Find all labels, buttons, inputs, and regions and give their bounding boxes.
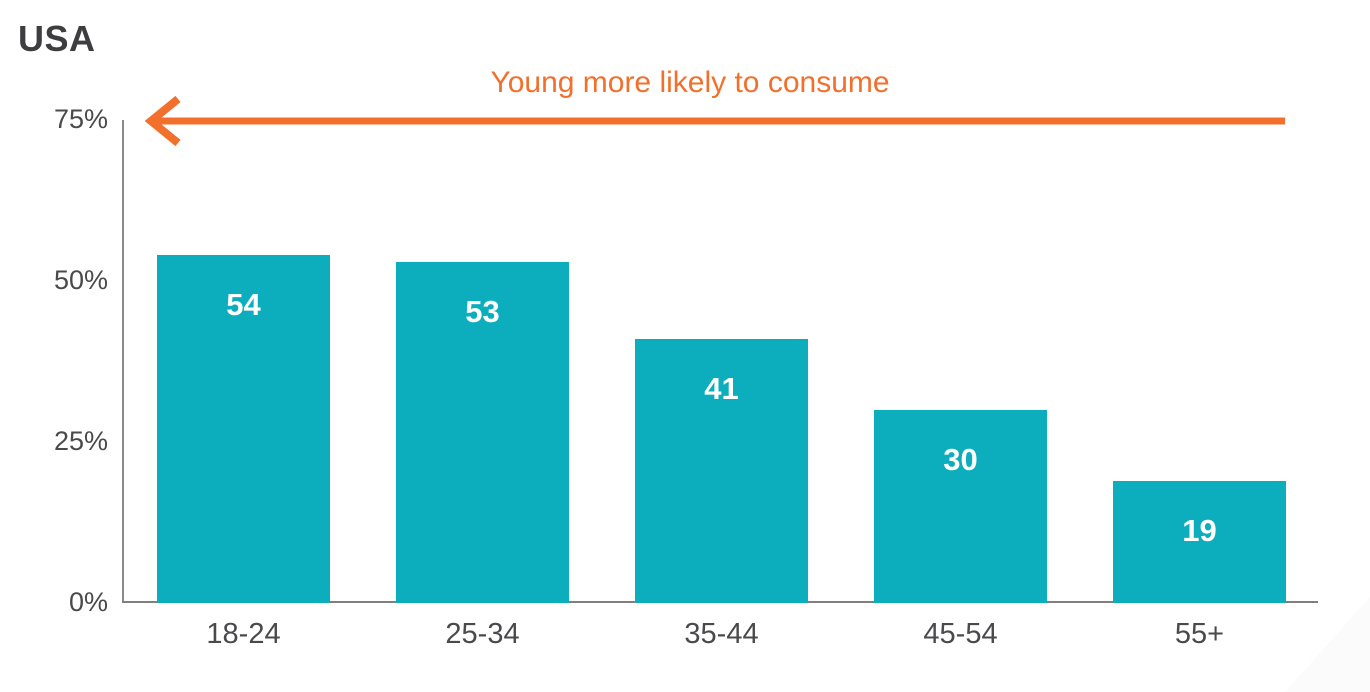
y-axis-tick-label: 25% bbox=[53, 426, 108, 456]
bar-value-label: 30 bbox=[943, 442, 978, 477]
bar-45-54: 30 bbox=[874, 410, 1047, 603]
bar-value-label: 54 bbox=[226, 287, 261, 322]
x-axis-label-18-24: 18-24 bbox=[206, 618, 281, 650]
annotation-label: Young more likely to consume bbox=[490, 66, 890, 99]
x-axis-label-35-44: 35-44 bbox=[684, 618, 759, 650]
x-axis-label-55+: 55+ bbox=[1174, 618, 1225, 650]
y-axis-line bbox=[122, 120, 124, 603]
bar-25-34: 53 bbox=[396, 262, 569, 603]
bar-35-44: 41 bbox=[635, 339, 808, 603]
bar-value-label: 41 bbox=[704, 371, 739, 406]
x-axis-label-45-54: 45-54 bbox=[923, 618, 998, 650]
left-arrow-icon bbox=[144, 95, 1285, 147]
y-axis-tick-label: 75% bbox=[53, 104, 108, 134]
bar-55+: 19 bbox=[1113, 481, 1286, 603]
y-axis-tick-label: 0% bbox=[68, 587, 108, 617]
bar-18-24: 54 bbox=[157, 255, 330, 603]
x-axis-label-25-34: 25-34 bbox=[445, 618, 520, 650]
y-axis-tick-label: 50% bbox=[53, 265, 108, 295]
corner-watermark bbox=[1285, 597, 1370, 692]
chart-title: USA bbox=[18, 18, 96, 59]
bar-value-label: 53 bbox=[465, 294, 500, 329]
bar-value-label: 19 bbox=[1182, 513, 1217, 548]
